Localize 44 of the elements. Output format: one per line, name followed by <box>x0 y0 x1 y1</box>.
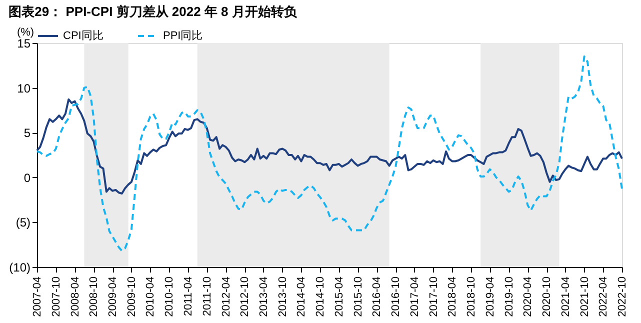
x-tick-label: 2011-10 <box>201 276 214 316</box>
legend-label: CPI同比 <box>63 29 104 42</box>
x-tick-label: 2015-10 <box>352 276 364 317</box>
y-tick-label: 15 <box>17 36 31 50</box>
x-tick-label: 2019-10 <box>503 276 516 317</box>
x-tick-label: 2018-04 <box>446 276 459 317</box>
x-tick-label: 2021-10 <box>578 276 591 317</box>
x-tick-label: 2014-04 <box>296 276 308 317</box>
x-tick-label: 2018-10 <box>466 276 478 317</box>
x-tick-label: 2021-04 <box>560 276 572 317</box>
x-tick-label: 2007-04 <box>32 276 44 317</box>
x-tick-label: 2008-04 <box>69 276 82 317</box>
x-tick-label: 2016-04 <box>371 276 384 317</box>
x-tick-label: 2010-10 <box>164 276 176 317</box>
y-tick-label: 5 <box>24 126 31 140</box>
x-tick-label: 2007-10 <box>50 276 62 317</box>
x-tick-label: 2008-10 <box>88 276 100 317</box>
x-tick-label: 2009-04 <box>107 276 120 317</box>
y-tick-label: 10 <box>17 81 31 96</box>
y-axis-title: (%) <box>16 26 34 38</box>
x-tick-label: 2022-04 <box>598 276 610 317</box>
legend-label: PPI同比 <box>163 29 203 42</box>
x-tick-label: 2013-10 <box>276 276 289 317</box>
x-tick-label: 2012-04 <box>220 276 232 317</box>
x-tick-label: 2013-04 <box>258 276 270 317</box>
x-tick-label: 2020-04 <box>522 276 534 317</box>
y-tick-label: (5) <box>16 216 30 230</box>
x-tick-label: 2010-04 <box>144 276 157 317</box>
x-tick-label: 2011-04 <box>182 276 194 316</box>
line-series <box>36 55 623 252</box>
y-tick-label: 0 <box>24 170 31 185</box>
x-tick-label: 2017-04 <box>408 276 421 317</box>
x-tick-label: 2009-10 <box>126 276 138 317</box>
x-tick-label: 2020-10 <box>541 276 554 317</box>
x-tick-label: 2016-10 <box>390 276 402 317</box>
y-tick-label: (10) <box>9 260 30 274</box>
x-tick-label: 2019-04 <box>484 276 496 317</box>
x-tick-label: 2017-10 <box>428 276 440 317</box>
x-tick-label: 2015-04 <box>333 276 346 317</box>
line-series <box>36 98 623 195</box>
x-tick-label: 2012-10 <box>239 276 252 317</box>
chart-title: 图表29： PPI-CPI 剪刀差从 2022 年 8 月开始转负 <box>8 4 298 19</box>
x-tick-label: 2022-10 <box>616 276 628 317</box>
x-tick-label: 2014-10 <box>314 276 327 317</box>
